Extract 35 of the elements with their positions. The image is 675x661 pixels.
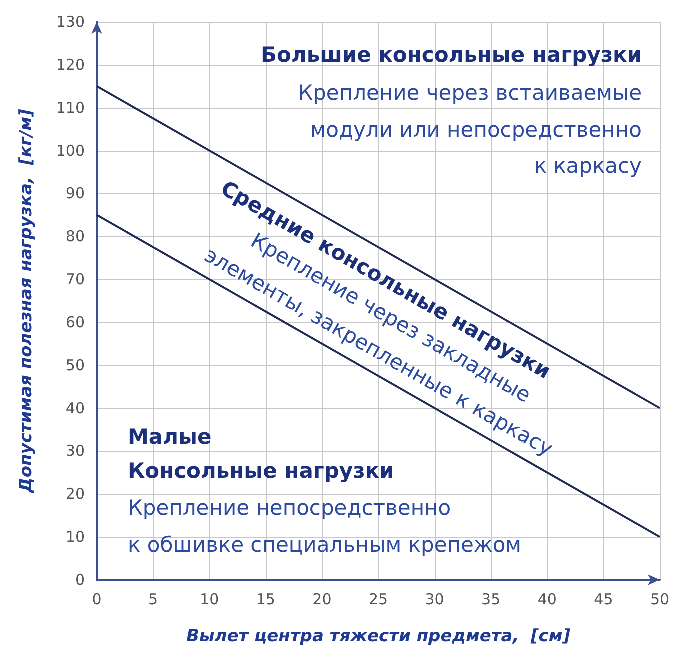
x-tick-label: 10 xyxy=(200,590,220,608)
y-tick-label: 80 xyxy=(66,228,85,246)
y-tick-label: 70 xyxy=(66,270,85,289)
x-tick-label: 35 xyxy=(482,590,501,608)
y-tick-label: 130 xyxy=(56,13,85,31)
x-tick-label: 5 xyxy=(148,590,158,608)
y-tick-label: 20 xyxy=(66,485,85,504)
y-tick-label: 30 xyxy=(66,442,85,460)
x-tick-label: 45 xyxy=(594,590,614,608)
y-axis-title: Допустимая полезная нагрузка, [кг/м] xyxy=(16,108,36,494)
x-tick-label: 30 xyxy=(425,590,444,608)
y-tick-label: 10 xyxy=(66,528,85,546)
y-tick-label: 110 xyxy=(56,98,85,117)
y-tick-label: 100 xyxy=(56,142,85,160)
x-tick-label: 40 xyxy=(538,590,557,608)
y-tick-label: 0 xyxy=(75,571,85,589)
x-axis-title: Вылет центра тяжести предмета, [см] xyxy=(186,626,571,646)
annotation: к каркасу xyxy=(534,154,642,178)
annotation: Малые xyxy=(128,425,212,449)
x-tick-label: 50 xyxy=(650,590,670,608)
y-tick-label: 50 xyxy=(66,356,85,374)
y-tick-label: 120 xyxy=(56,56,85,74)
x-tick-label: 15 xyxy=(256,590,276,608)
x-tick-label: 25 xyxy=(368,590,388,608)
y-tick-label: 90 xyxy=(66,184,85,203)
annotation: Консольные нагрузки xyxy=(128,459,394,483)
y-tick-label: 40 xyxy=(66,399,85,418)
annotation: Крепление через встаиваемые xyxy=(298,81,642,105)
annotation: Большие консольные нагрузки xyxy=(261,43,642,67)
x-tick-label: 20 xyxy=(312,590,332,608)
x-tick-label: 0 xyxy=(92,590,102,608)
annotation: к обшивке специальным крепежом xyxy=(128,533,522,557)
annotation: модули или непосредственно xyxy=(310,118,642,142)
y-tick-label: 60 xyxy=(66,313,85,332)
annotation: Крепление непосредственно xyxy=(128,496,452,520)
